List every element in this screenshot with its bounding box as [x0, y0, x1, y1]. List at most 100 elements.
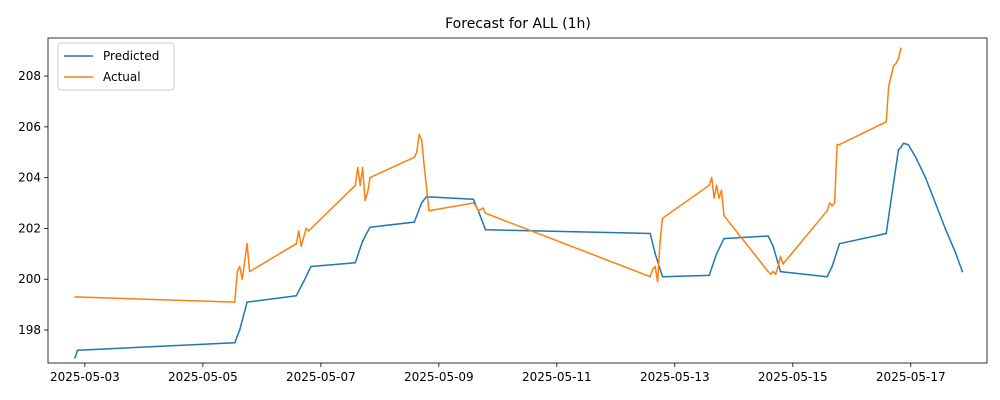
data-point [413, 221, 416, 223]
data-point [356, 166, 359, 169]
data-point [649, 232, 651, 235]
data-point [236, 270, 239, 273]
y-tick-label: 200 [18, 272, 41, 286]
data-point [413, 156, 416, 159]
data-point [826, 275, 828, 278]
data-point [777, 265, 779, 268]
data-point [944, 227, 946, 230]
data-point [772, 270, 774, 273]
data-point [831, 265, 833, 268]
x-tick-label: 2025-05-15 [758, 370, 828, 384]
data-point [482, 207, 484, 209]
data-point [656, 280, 659, 283]
data-point [897, 148, 900, 151]
data-point [890, 75, 892, 77]
data-point [76, 349, 79, 352]
series-actual [74, 47, 902, 303]
data-point [234, 341, 236, 344]
data-point [305, 227, 307, 230]
data-point [892, 65, 895, 67]
x-tick-label: 2025-05-09 [404, 370, 474, 384]
data-point [474, 204, 477, 207]
data-point [885, 232, 887, 235]
axes-layer: 2025-05-03 2025-05-05 2025-05-07 2025-05-09… [18, 37, 988, 384]
data-point [772, 245, 774, 247]
data-point [769, 273, 772, 275]
data-point [651, 268, 654, 270]
data-point [708, 184, 710, 187]
data-point [718, 197, 720, 199]
data-point [359, 184, 362, 187]
data-point [720, 189, 723, 192]
data-point [472, 202, 475, 204]
y-tick-label: 198 [18, 323, 41, 337]
x-tick-label: 2025-05-05 [168, 370, 238, 384]
x-tick-label: 2025-05-17 [876, 370, 946, 384]
data-point [713, 197, 715, 199]
data-point [661, 217, 664, 220]
data-point [246, 242, 248, 245]
data-point [895, 62, 897, 65]
data-point [477, 209, 480, 212]
data-point [723, 214, 725, 217]
data-point [354, 261, 357, 264]
data-point [423, 164, 425, 166]
chart-title: Forecast for ALL (1h) [445, 16, 591, 32]
data-point [76, 296, 79, 298]
data-point [654, 265, 656, 268]
data-point [234, 301, 236, 303]
data-point [300, 245, 303, 247]
plot-background [48, 38, 987, 363]
data-point [897, 57, 900, 60]
series-layer [74, 47, 964, 359]
data-point [366, 192, 369, 194]
data-point [241, 278, 243, 281]
data-point [238, 265, 241, 268]
data-point [715, 253, 718, 255]
data-point [364, 199, 366, 202]
plot-area [48, 38, 987, 363]
data-point [295, 242, 298, 245]
x-tick-label: 2025-05-07 [286, 370, 356, 384]
data-point [354, 184, 357, 187]
data-point [484, 212, 487, 214]
x-tick-label: 2025-05-03 [50, 370, 120, 384]
data-point [710, 176, 713, 179]
data-point [723, 237, 725, 240]
data-point [428, 209, 430, 212]
data-point [934, 202, 937, 204]
legend-label-predicted: Predicted [103, 49, 159, 63]
data-point [708, 274, 710, 277]
data-point [297, 230, 300, 232]
data-point [361, 166, 364, 169]
data-point [302, 280, 305, 283]
data-point [307, 230, 310, 232]
y-tick-label: 206 [18, 120, 41, 134]
data-point [831, 204, 833, 207]
data-point [295, 294, 298, 297]
y-tick-label: 204 [18, 171, 41, 185]
legend: Predicted Actual [57, 42, 175, 91]
axes-frame [47, 37, 988, 364]
data-point [782, 263, 784, 265]
x-tick-label: 2025-05-13 [640, 370, 710, 384]
data-point [954, 250, 956, 253]
data-point [369, 226, 371, 228]
data-point [654, 253, 656, 255]
data-point [361, 240, 364, 242]
data-point [907, 143, 910, 146]
series-predicted [74, 142, 964, 359]
data-point [767, 270, 769, 273]
data-point [479, 208, 482, 211]
legend-box [57, 42, 175, 91]
data-point [248, 270, 251, 273]
data-point [420, 138, 423, 141]
data-point [828, 202, 831, 204]
data-point [914, 156, 917, 159]
data-point [892, 181, 895, 184]
data-point [885, 121, 887, 123]
data-point [767, 235, 769, 237]
y-tick-label: 202 [18, 221, 41, 235]
data-point [74, 296, 76, 298]
